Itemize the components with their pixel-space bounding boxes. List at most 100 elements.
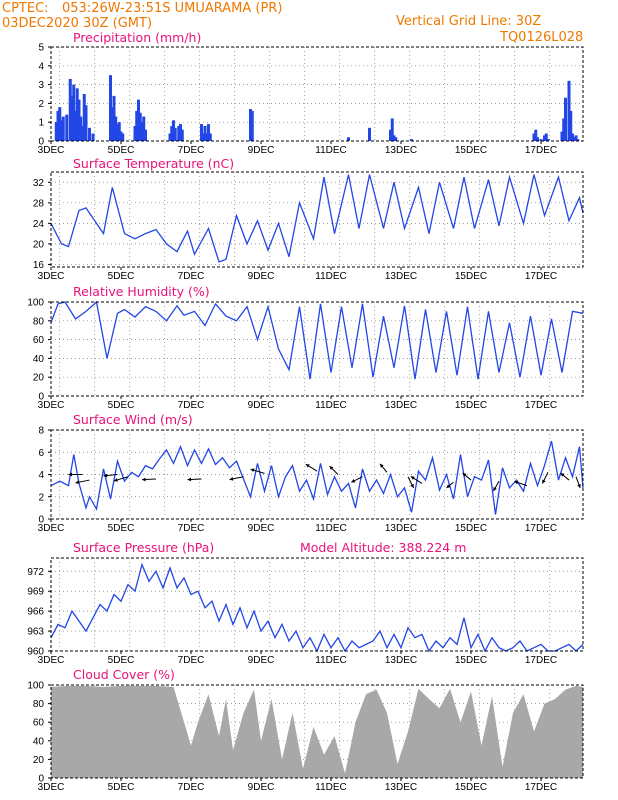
precip-bar [70,95,74,141]
wind-arrowhead [305,464,310,468]
x-tick-label: 7DEC [178,400,205,411]
x-tick-label: 11DEC [315,782,347,793]
wind-arrowhead [410,483,414,488]
precip-bar [54,122,58,141]
y-tick-label: 80 [33,699,45,710]
x-tick-label: 13DEC [385,655,417,666]
precip-bar [112,95,116,141]
y-tick-label: 60 [33,335,45,346]
precip-bar [546,139,550,141]
x-tick-label: 5DEC [108,782,135,793]
x-tick-label: 11DEC [315,655,347,666]
x-tick-label: 15DEC [455,782,487,793]
y-tick-label: 5 [38,43,44,54]
x-tick-label: 15DEC [455,400,487,411]
wind-arrowhead [75,480,80,485]
precip-bar [543,135,546,141]
precip-bar [109,75,112,141]
y-tick-label: 1 [38,118,44,129]
precip-bar [114,116,118,141]
pressure-series-line [50,562,584,653]
precip-bar [117,122,121,141]
wind-arrowhead [410,476,415,480]
wind-arrowhead [114,478,118,482]
x-tick-label: 17DEC [525,145,557,156]
wind-series-line [50,440,584,515]
precip-bar [539,139,543,141]
precip-bar [207,124,210,141]
precip-bar [116,124,119,141]
precip-bar [172,120,175,141]
precip-bar [138,112,142,141]
y-tick-label: 969 [27,587,44,598]
precip-bar [203,125,207,141]
x-tick-label: 5DEC [108,271,135,282]
x-tick-label: 11DEC [315,271,347,282]
wind-arrowhead [446,484,451,488]
precip-bar [61,116,65,141]
wind-panel: 0 2 4 6 8 3DEC 5DEC 7DEC 9DEC 11DEC 13DEC 15DEC 17DE… [38,412,584,534]
x-tick-label: 9DEC [248,400,275,411]
precip-bar [180,129,184,141]
y-tick-label: 4 [38,470,44,481]
precip-bar [389,129,392,141]
header-run: 03DEC2020 30Z (GMT) [2,16,152,31]
x-tick-label: 17DEC [525,400,557,411]
precip-bar [574,135,578,141]
y-tick-label: 24 [33,219,45,230]
precip-bar [142,116,146,141]
precip-bar [410,139,413,141]
precip-bar [133,125,137,141]
x-tick-label: 11DEC [315,145,347,156]
precip-bar [571,133,574,141]
pressure-subtitle: Model Altitude: 388.224 m [300,540,466,555]
x-tick-label: 9DEC [248,271,275,282]
y-tick-label: 40 [33,354,45,365]
precip-frame [50,46,584,142]
wind-arrowhead [142,477,146,482]
cloud-area [51,685,583,778]
header-location: 053:26W-23:51S UMUARAMA (PR) [62,1,282,16]
y-tick-label: 2 [38,99,44,110]
x-tick-label: 3DEC [38,782,65,793]
x-tick-label: 9DEC [248,145,275,156]
y-tick-label: 8 [38,426,44,437]
precip-bar [576,139,580,141]
y-tick-label: 40 [33,736,45,747]
x-tick-label: 7DEC [178,271,205,282]
precip-panel: 0 1 2 3 4 5 3DEC 5DEC 7DEC 9DEC 11DEC 13DEC 15DEC 17D… [38,30,584,156]
pressure-frame [50,557,584,652]
precip-bar [250,110,254,141]
precip-bar [560,131,564,141]
y-tick-label: 963 [27,627,44,638]
x-tick-label: 15DEC [455,523,487,534]
precip-bar [82,94,86,141]
y-tick-label: 972 [27,567,44,578]
wind-arrowhead [577,484,581,488]
x-tick-label: 15DEC [455,145,487,156]
precip-bar [168,133,172,141]
x-tick-label: 11DEC [315,523,347,534]
x-tick-label: 7DEC [178,782,205,793]
precip-bar [569,110,573,141]
y-tick-label: 28 [33,198,45,209]
cloud-panel: 0 20 40 60 80 100 3DEC 5DEC 7DEC 9DEC 11DEC 13DEC 15… [27,667,584,793]
x-tick-label: 7DEC [178,655,205,666]
x-tick-label: 11DEC [315,400,347,411]
x-tick-label: 17DEC [525,271,557,282]
x-tick-label: 3DEC [38,145,65,156]
x-tick-label: 3DEC [38,271,65,282]
wind-arrowhead [187,477,192,482]
wind-arrowhead [514,480,519,485]
y-tick-label: 0 [38,137,44,148]
y-tick-label: 20 [33,755,45,766]
y-tick-label: 100 [27,681,44,692]
wind-arrowhead [351,479,356,483]
precip-bar [200,124,203,141]
precip-bar [137,99,140,141]
precip-bar [72,84,76,141]
x-tick-label: 9DEC [248,655,275,666]
wind-arrowhead [542,479,546,484]
precip-bar [368,127,371,141]
